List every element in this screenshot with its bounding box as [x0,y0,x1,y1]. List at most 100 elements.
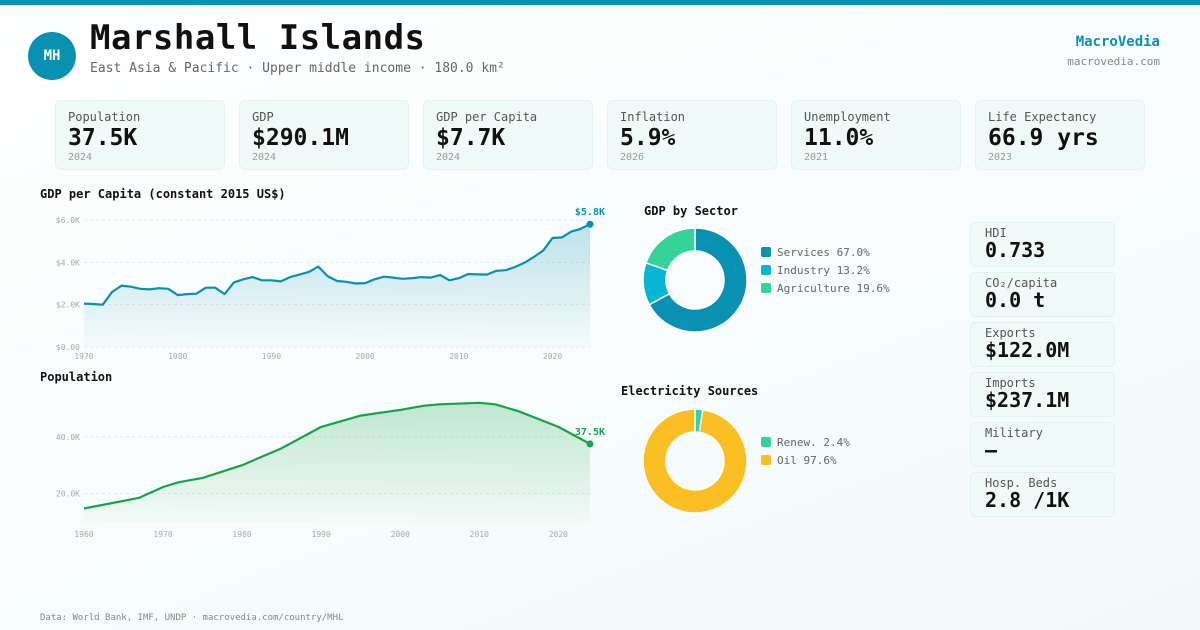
legend-item: Services 67.0% [761,243,890,261]
stat-value: 0.733 [985,238,1046,262]
legend-swatch [761,283,771,293]
page-title: Marshall Islands [90,18,426,58]
kpi-year: 2024 [68,152,93,163]
electricity-legend: Renew. 2.4% Oil 97.6% [761,433,850,469]
x-tick-label: 1980 [232,530,251,539]
legend-swatch [761,247,771,257]
x-tick-label: 1990 [312,530,331,539]
sector-legend: Services 67.0% Industry 13.2% Agriculture … [761,243,890,297]
population-chart-title: Population [40,370,113,384]
top-accent-bar [0,0,1200,5]
y-tick-label: $2.0K [56,301,80,310]
legend-swatch [761,437,771,447]
end-point [586,220,594,228]
kpi-year: 2021 [804,152,829,163]
legend-swatch [761,265,771,275]
y-tick-label: $4.0K [56,258,80,267]
kpi-card-inflation: Inflation 5.9% 2026 [607,100,777,170]
kpi-value: 66.9 yrs [988,125,1099,151]
page-subtitle: East Asia & Pacific · Upper middle incom… [90,61,505,76]
y-tick-label: $0.00 [56,343,80,352]
stat-card: Military — [970,422,1115,467]
kpi-year: 2023 [988,152,1013,163]
legend-item: Oil 97.6% [761,451,850,469]
kpi-card-unemployment: Unemployment 11.0% 2021 [791,100,961,170]
kpi-card-life-expectancy: Life Expectancy 66.9 yrs 2023 [975,100,1145,170]
footer-source: Data: World Bank, IMF, UNDP · macrovedia… [40,613,344,623]
stat-value: $237.1M [985,388,1070,412]
x-tick-label: 2000 [391,530,410,539]
x-tick-label: 1970 [74,352,93,361]
legend-swatch [761,455,771,465]
stat-label: Hosp. Beds [985,476,1058,490]
pie-slice [642,408,748,514]
x-tick-label: 1980 [168,352,187,361]
stat-value: 2.8 /1K [985,488,1070,512]
x-tick-label: 2020 [543,352,562,361]
kpi-label: GDP [252,110,274,124]
pie-slice [648,227,748,333]
kpi-label: GDP per Capita [436,110,538,124]
stat-card: CO₂/capita 0.0 t [970,272,1115,317]
stat-label: CO₂/capita [985,276,1058,290]
end-value-label: $5.8K [575,207,605,218]
y-tick-label: 40.0K [56,433,80,442]
x-tick-label: 2000 [355,352,374,361]
brand-logo[interactable]: MacroVedia [1075,34,1160,50]
x-tick-label: 1990 [262,352,281,361]
stat-label: Imports [985,376,1036,390]
kpi-value: $7.7K [436,125,506,151]
country-avatar: MH [28,32,76,80]
legend-item: Agriculture 19.6% [761,279,890,297]
series-line [83,223,591,306]
stat-card: Exports $122.0M [970,322,1115,367]
x-tick-label: 2010 [470,530,489,539]
y-tick-label: $6.0K [56,216,80,225]
kpi-label: Life Expectancy [988,110,1097,124]
x-tick-label: 2010 [449,352,468,361]
kpi-year: 2026 [620,152,645,163]
stat-card: HDI 0.733 [970,222,1115,267]
kpi-card-gdp-per-capita: GDP per Capita $7.7K 2024 [423,100,593,170]
kpi-card-gdp: GDP $290.1M 2024 [239,100,409,170]
kpi-value: 11.0% [804,125,874,151]
electricity-chart-title: Electricity Sources [621,384,759,398]
area-fill [84,224,590,347]
stat-card: Hosp. Beds 2.8 /1K [970,472,1115,517]
kpi-value: 37.5K [68,125,138,151]
stat-label: Exports [985,326,1036,340]
stat-value: 0.0 t [985,288,1046,312]
legend-item: Renew. 2.4% [761,433,850,451]
kpi-label: Inflation [620,110,686,124]
sector-chart-title: GDP by Sector [644,204,738,218]
legend-label: Agriculture 19.6% [777,281,890,295]
end-value-label: 37.5K [575,427,605,438]
brand-url[interactable]: macrovedia.com [1067,55,1160,68]
legend-label: Renew. 2.4% [777,435,850,449]
kpi-card-population: Population 37.5K 2024 [55,100,225,170]
pie-slice [644,227,696,272]
stat-label: HDI [985,226,1007,240]
end-point [586,440,594,448]
stat-label: Military [985,426,1043,440]
kpi-value: 5.9% [620,125,676,151]
kpi-label: Population [68,110,141,124]
stat-value: — [985,438,998,462]
legend-label: Oil 97.6% [777,453,837,467]
stat-value: $122.0M [985,338,1070,362]
gdp-chart-title: GDP per Capita (constant 2015 US$) [40,187,286,201]
area-fill [84,402,590,523]
x-tick-label: 2020 [549,530,568,539]
stat-card: Imports $237.1M [970,372,1115,417]
y-tick-label: 20.0K [56,490,80,499]
legend-item: Industry 13.2% [761,261,890,279]
series-line [83,401,591,510]
legend-label: Services 67.0% [777,245,870,259]
kpi-year: 2024 [436,152,461,163]
legend-label: Industry 13.2% [777,263,870,277]
kpi-value: $290.1M [252,125,349,151]
kpi-year: 2024 [252,152,277,163]
x-tick-label: 1960 [74,530,93,539]
kpi-label: Unemployment [804,110,891,124]
